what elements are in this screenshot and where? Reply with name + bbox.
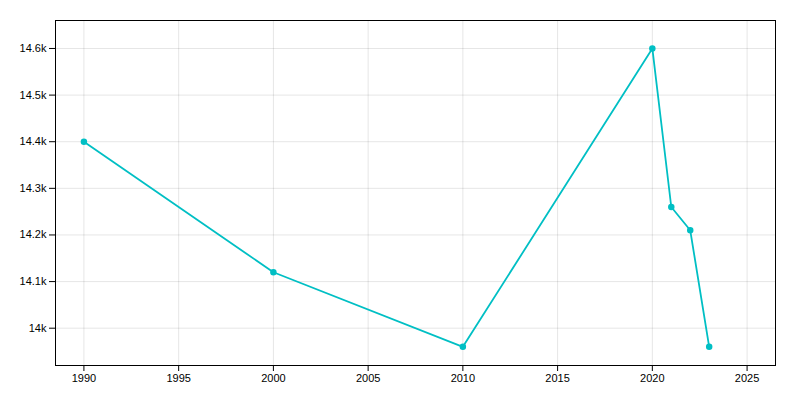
svg-text:2015: 2015	[545, 372, 569, 384]
svg-text:1990: 1990	[72, 372, 96, 384]
svg-text:2020: 2020	[640, 372, 664, 384]
svg-text:14.1k: 14.1k	[20, 275, 47, 287]
svg-text:14.2k: 14.2k	[20, 228, 47, 240]
svg-text:14.4k: 14.4k	[20, 135, 47, 147]
svg-text:14.5k: 14.5k	[20, 89, 47, 101]
svg-text:14.3k: 14.3k	[20, 182, 47, 194]
svg-text:2005: 2005	[356, 372, 380, 384]
svg-text:2000: 2000	[261, 372, 285, 384]
svg-text:1995: 1995	[166, 372, 190, 384]
svg-text:14k: 14k	[29, 322, 47, 334]
svg-text:2010: 2010	[451, 372, 475, 384]
svg-text:2025: 2025	[735, 372, 759, 384]
svg-text:14.6k: 14.6k	[20, 42, 47, 54]
